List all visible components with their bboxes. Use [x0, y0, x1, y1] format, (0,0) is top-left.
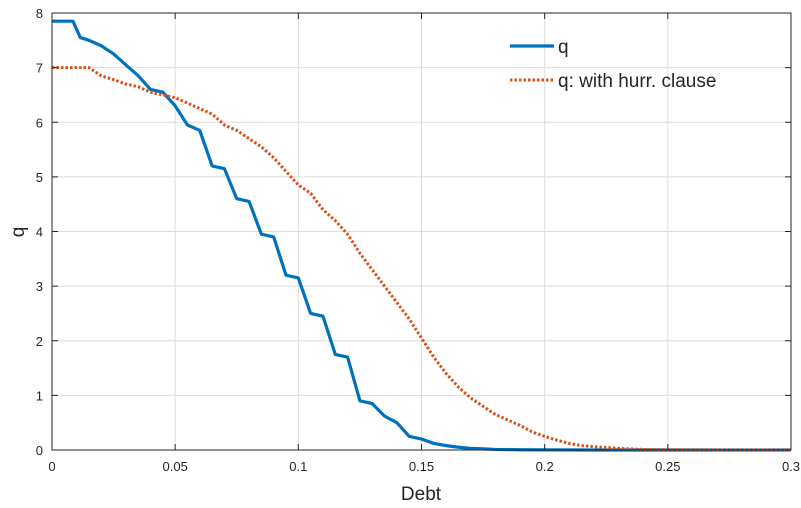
- series-line-2: [52, 66, 791, 452]
- x-tick-label: 0.05: [163, 459, 188, 474]
- x-tick-label: 0.15: [409, 459, 434, 474]
- x-tick-label: 0: [48, 459, 55, 474]
- y-tick-label: 0: [36, 443, 43, 458]
- y-tick-label: 7: [36, 61, 43, 76]
- x-tick-label: 0.3: [782, 459, 800, 474]
- y-tick-label: 2: [36, 334, 43, 349]
- series-layer: [52, 19, 791, 452]
- x-axis-label: Debt: [401, 484, 442, 505]
- x-tick-label: 0.1: [289, 459, 307, 474]
- y-tick-label: 1: [36, 388, 43, 403]
- y-tick-label: 5: [36, 170, 43, 185]
- tick-labels: 0 0.05 0.1 0.15 0.2 0.25 0.3 0 1 2 3 4 5 6 7 8: [36, 6, 800, 474]
- y-tick-label: 8: [36, 6, 43, 21]
- legend-label-1: q: [558, 37, 569, 58]
- x-tick-label: 0.2: [536, 459, 554, 474]
- legend: q q: with hurr. clause: [510, 37, 716, 92]
- axes: [51, 12, 792, 451]
- y-axis-label: q: [8, 227, 29, 238]
- y-tick-label: 3: [36, 279, 43, 294]
- series-line-1: [52, 19, 791, 452]
- legend-label-2: q: with hurr. clause: [558, 71, 716, 92]
- y-tick-label: 6: [36, 115, 43, 130]
- y-tick-label: 4: [36, 225, 43, 240]
- x-tick-label: 0.25: [655, 459, 680, 474]
- grid-lines: [51, 12, 792, 451]
